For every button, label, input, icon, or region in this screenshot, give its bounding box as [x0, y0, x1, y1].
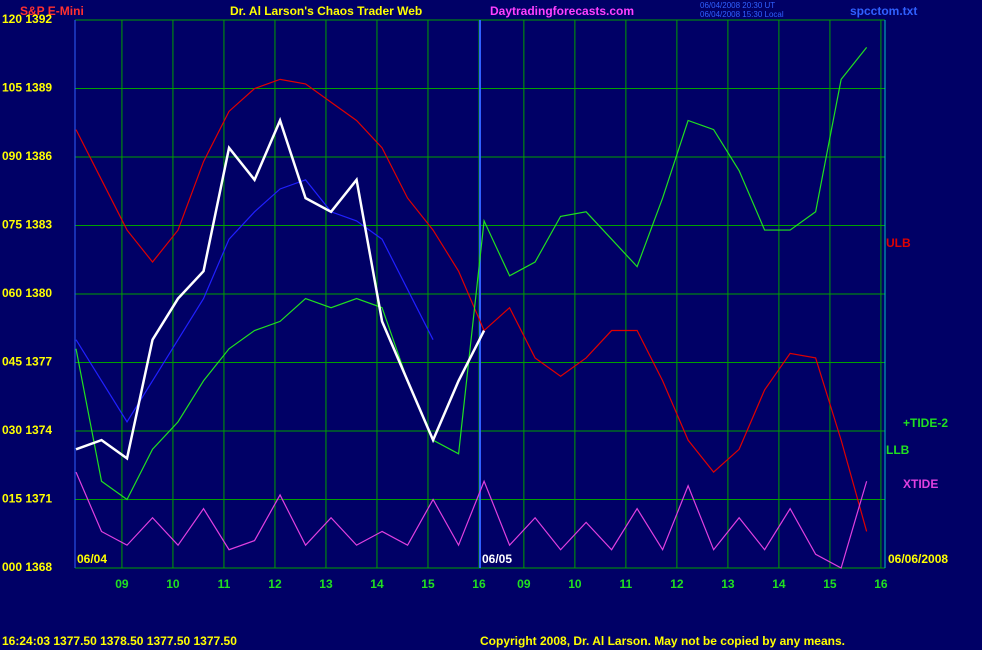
series-line — [75, 47, 868, 501]
x-tick-label: 12 — [670, 577, 684, 591]
x-tick-label: 10 — [166, 577, 180, 591]
legend-label: ULB — [886, 236, 911, 250]
copyright: Copyright 2008, Dr. Al Larson. May not b… — [480, 634, 845, 648]
x-tick-label: 15 — [823, 577, 837, 591]
instrument: S&P E-Mini — [20, 4, 84, 18]
x-tick-label: 13 — [319, 577, 333, 591]
x-tick-label: 14 — [772, 577, 786, 591]
timestamp-local: 06/04/2008 15:30 Local — [700, 10, 784, 19]
x-tick-label: 16 — [874, 577, 888, 591]
series-line — [75, 179, 434, 424]
x-tick-label: 15 — [421, 577, 435, 591]
y-tick-label: 075 1383 — [2, 218, 52, 232]
y-tick-label: 060 1380 — [2, 286, 52, 300]
status: 16:24:03 1377.50 1378.50 1377.50 1377.50 — [2, 634, 237, 648]
y-tick-label: 015 1371 — [2, 492, 52, 506]
y-tick-label: 105 1389 — [2, 81, 52, 95]
date-label: 06/04 — [77, 552, 107, 566]
x-tick-label: 14 — [370, 577, 384, 591]
file-name: spcctom.txt — [850, 4, 917, 18]
y-tick-label: 090 1386 — [2, 149, 52, 163]
x-tick-label: 12 — [268, 577, 282, 591]
y-tick-label: 000 1368 — [2, 560, 52, 574]
series-line — [75, 78, 868, 532]
series-line — [75, 116, 486, 461]
x-tick-label: 11 — [218, 577, 231, 591]
x-tick-label: 10 — [568, 577, 582, 591]
x-tick-label: 11 — [620, 577, 633, 591]
y-tick-label: 120 1392 — [2, 12, 52, 26]
llb-label: LLB — [886, 443, 910, 457]
legend-label: +TIDE-2 — [903, 416, 948, 430]
series-line — [75, 471, 868, 569]
timestamp-ut: 06/04/2008 20:30 UT — [700, 1, 775, 10]
y-tick-label: 030 1374 — [2, 423, 52, 437]
x-tick-label: 09 — [517, 577, 531, 591]
x-tick-label: 09 — [115, 577, 129, 591]
chart-title: Dr. Al Larson's Chaos Trader Web — [230, 4, 422, 18]
site: Daytradingforecasts.com — [490, 4, 634, 18]
date-label: 06/06/2008 — [888, 552, 948, 566]
legend-label: XTIDE — [903, 477, 938, 491]
x-tick-label: 16 — [472, 577, 486, 591]
date-label: 06/05 — [482, 552, 512, 566]
x-tick-label: 13 — [721, 577, 735, 591]
y-tick-label: 045 1377 — [2, 355, 52, 369]
